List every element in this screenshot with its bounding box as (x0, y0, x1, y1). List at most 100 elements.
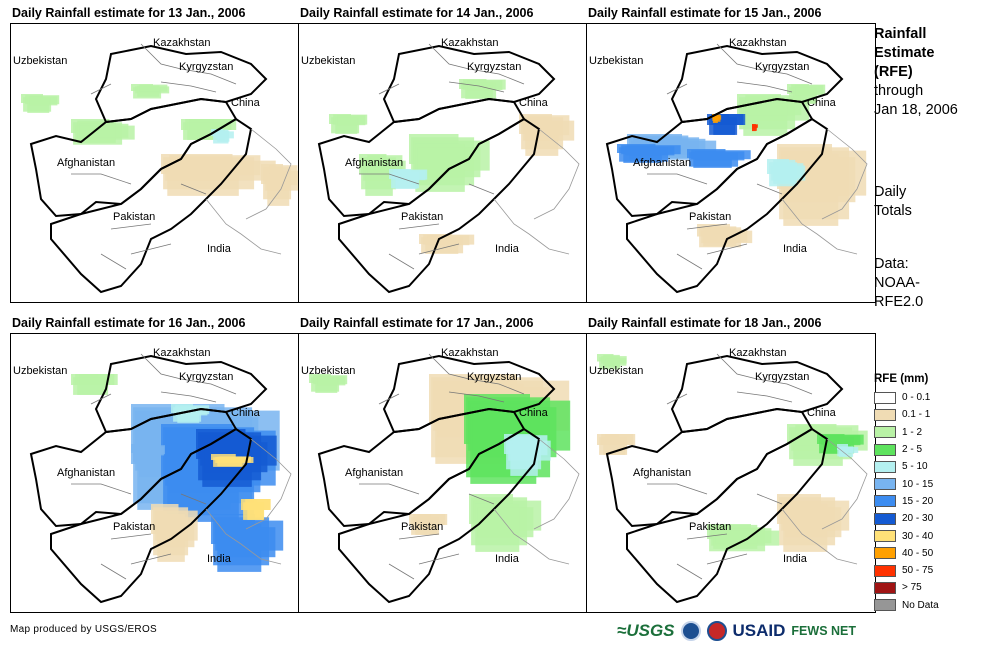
map-canvas: Kazakhstan Uzbekistan Kyrgyzstan China Afgha… (301, 37, 580, 294)
rainfall-area (409, 134, 490, 192)
rainfall-area (737, 94, 810, 136)
pakistan-boundary (50, 117, 253, 294)
panel-title: Daily Rainfall estimate for 18 Jan., 200… (588, 316, 822, 330)
map-label-uzbekistan: Uzbekistan (589, 55, 643, 67)
rainfall-area (409, 514, 448, 535)
rfe-panel-14: Daily Rainfall estimate for 14 Jan., 200… (298, 6, 588, 306)
legend-label: 50 - 75 (902, 565, 934, 577)
legend-swatch (874, 426, 896, 439)
legend-label: 20 - 30 (902, 513, 934, 525)
map-label-china: China (519, 97, 549, 109)
legend-item: > 75 (874, 579, 939, 596)
rainfall-map: Kazakhstan Uzbekistan Kyrgyzstan China Afgha… (298, 333, 588, 613)
legend-item: No Data (874, 597, 939, 614)
rfe-legend: RFE (mm) 0 - 0.1 0.1 - 1 1 - 2 2 - 5 5 - 10 1… (874, 373, 939, 614)
map-label-pakistan: Pakistan (401, 211, 443, 223)
legend-item: 15 - 20 (874, 493, 939, 510)
rainfall-area (241, 499, 271, 520)
data-line: NOAA- (874, 275, 920, 291)
map-label-china: China (807, 97, 837, 109)
map-label-india: India (207, 553, 232, 565)
rfe-panel-15: Daily Rainfall estimate for 15 Jan., 200… (586, 6, 876, 306)
panel-title: Daily Rainfall estimate for 17 Jan., 200… (300, 316, 534, 330)
legend-item: 1 - 2 (874, 424, 939, 441)
map-label-india: India (207, 243, 232, 255)
map-label-china: China (519, 407, 549, 419)
title-line: Estimate (874, 45, 935, 61)
legend-label: 10 - 15 (902, 478, 934, 490)
legend-label: 15 - 20 (902, 495, 934, 507)
map-label-pakistan: Pakistan (113, 211, 155, 223)
rainfall-area (777, 494, 850, 552)
map-label-afghanistan: Afghanistan (345, 467, 403, 479)
daily-line: Totals (874, 203, 912, 219)
legend-item: 10 - 15 (874, 475, 939, 492)
neighbor-boundaries (493, 128, 580, 255)
map-label-kyrgyzstan: Kyrgyzstan (467, 61, 521, 73)
rainfall-area (752, 124, 758, 132)
rainfall-area (504, 434, 551, 476)
usgs-logo: ≈USGS (617, 621, 675, 640)
map-label-uzbekistan: Uzbekistan (13, 365, 67, 377)
map-label-uzbekistan: Uzbekistan (13, 55, 67, 67)
province-boundaries (359, 353, 525, 580)
rainfall-area (211, 514, 284, 572)
legend-label: 0 - 0.1 (902, 392, 931, 404)
legend-label: 2 - 5 (902, 444, 923, 456)
title-line: Rainfall (874, 26, 927, 42)
rainfall-area (211, 454, 254, 467)
rainfall-area (131, 84, 170, 99)
map-label-uzbekistan: Uzbekistan (589, 365, 643, 377)
rainfall-area (71, 374, 118, 395)
legend-label: 1 - 2 (902, 426, 923, 438)
central-asia-boundary (670, 354, 844, 434)
rainfall-area (389, 169, 428, 189)
map-label-afghanistan: Afghanistan (633, 157, 691, 169)
map-label-kyrgyzstan: Kyrgyzstan (179, 371, 233, 383)
map-label-kazakhstan: Kazakhstan (441, 37, 498, 49)
map-label-kazakhstan: Kazakhstan (153, 347, 210, 359)
panel-title: Daily Rainfall estimate for 14 Jan., 200… (300, 6, 534, 20)
pakistan-boundary (338, 117, 541, 294)
pakistan-boundary (338, 427, 541, 604)
panel-title: Daily Rainfall estimate for 16 Jan., 200… (12, 316, 246, 330)
rainfall-area (419, 234, 475, 254)
legend-swatch (874, 391, 896, 404)
daily-totals-label: Daily Totals (874, 183, 912, 221)
rainfall-area (459, 79, 506, 99)
central-asia-boundary (670, 44, 844, 124)
pakistan-boundary (626, 427, 829, 604)
rainfall-area (151, 504, 198, 562)
province-boundaries (71, 353, 237, 580)
rainfall-map: Kazakhstan Uzbekistan Kyrgyzstan China Afgha… (586, 23, 876, 303)
map-label-kazakhstan: Kazakhstan (441, 347, 498, 359)
map-label-pakistan: Pakistan (689, 211, 731, 223)
central-asia-boundary (94, 354, 268, 434)
province-boundaries (647, 353, 813, 580)
panel-title: Daily Rainfall estimate for 13 Jan., 200… (12, 6, 246, 20)
rainfall-area (261, 164, 299, 206)
map-label-kyrgyzstan: Kyrgyzstan (467, 371, 521, 383)
map-credit: Map produced by USGS/EROS (10, 624, 158, 635)
rfe-panel-13: Daily Rainfall estimate for 13 Jan., 200… (10, 6, 300, 306)
legend-item: 50 - 75 (874, 562, 939, 579)
map-label-india: India (783, 243, 808, 255)
legend-item: 0 - 0.1 (874, 389, 939, 406)
neighbor-boundaries (205, 128, 292, 255)
legend-swatch (874, 443, 896, 456)
rainfall-area (211, 129, 234, 144)
rfe-panel-18: Daily Rainfall estimate for 18 Jan., 200… (586, 316, 876, 616)
map-label-china: China (807, 407, 837, 419)
map-label-pakistan: Pakistan (689, 521, 731, 533)
legend-swatch (874, 547, 896, 560)
rfe-panel-16: Daily Rainfall estimate for 16 Jan., 200… (10, 316, 300, 616)
rainfall-area (309, 374, 348, 393)
legend-swatch (874, 495, 896, 508)
pakistan-boundary (50, 427, 253, 604)
neighbor-boundaries (493, 438, 580, 565)
map-canvas: Kazakhstan Uzbekistan Kyrgyzstan China Afgha… (13, 347, 292, 604)
rainfall-area (131, 444, 165, 463)
map-label-kazakhstan: Kazakhstan (729, 347, 786, 359)
map-canvas: Kazakhstan Uzbekistan Kyrgyzstan China Afgha… (589, 37, 868, 294)
map-label-india: India (495, 243, 520, 255)
